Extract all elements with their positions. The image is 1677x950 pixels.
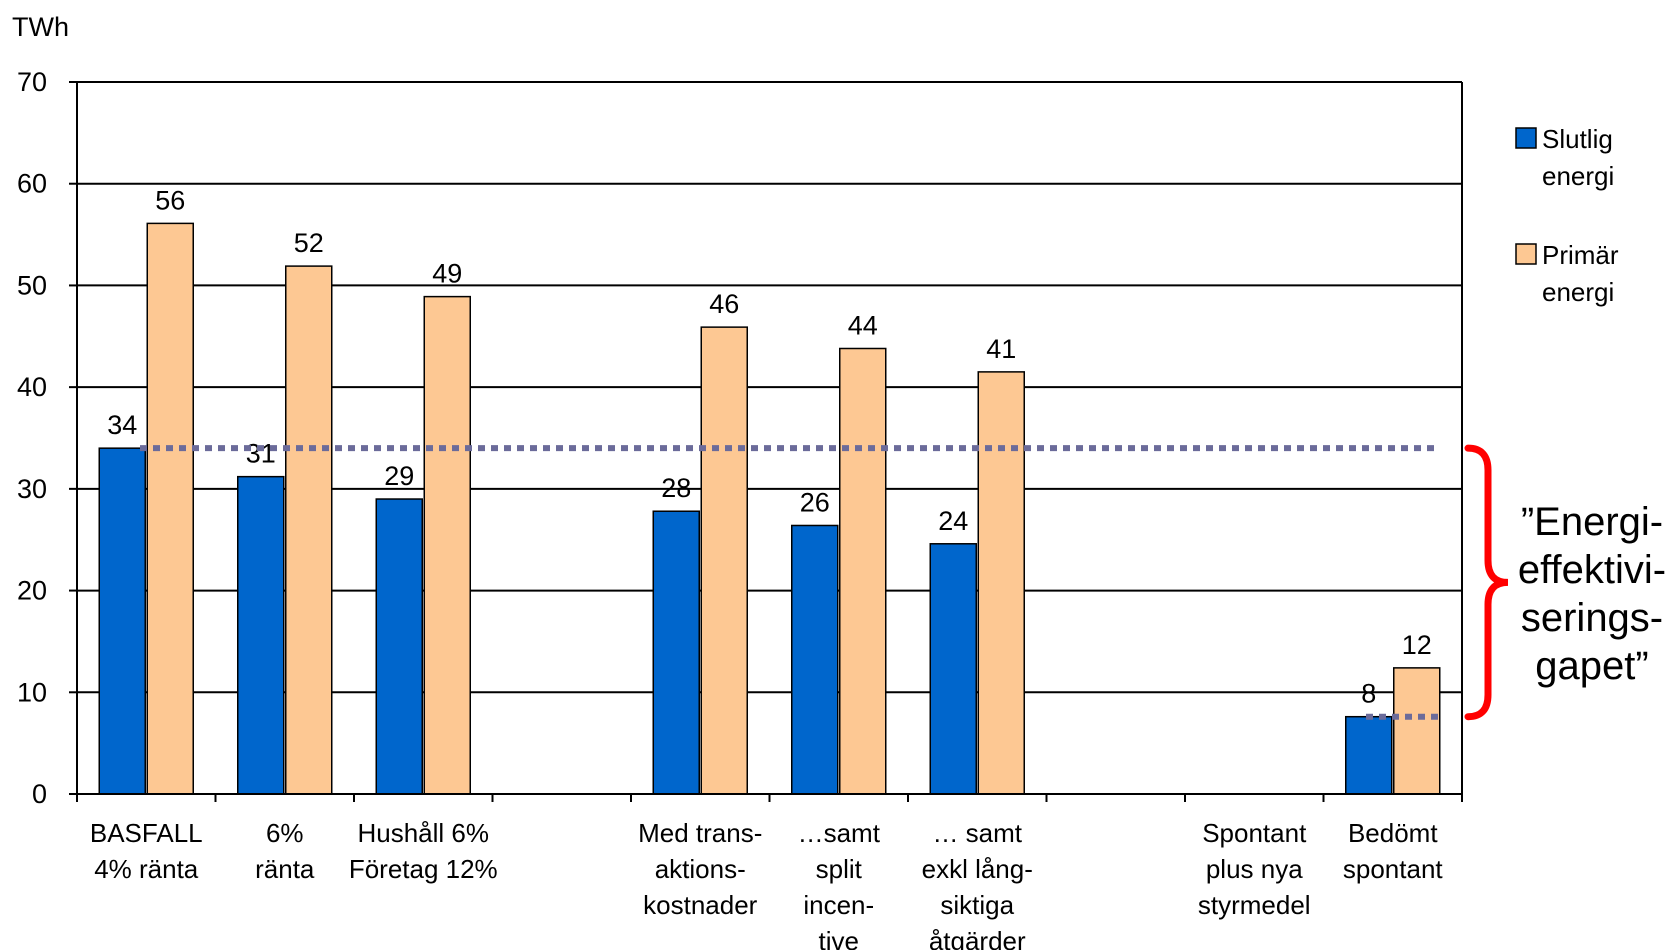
bar-0-5 — [791, 524, 839, 795]
gap-label-line: effektivi- — [1518, 548, 1666, 592]
legend-label: Primär — [1542, 240, 1619, 270]
bar-1-2 — [423, 295, 471, 795]
y-tick-label: 10 — [17, 677, 47, 707]
y-tick-label: 40 — [17, 372, 47, 402]
data-label: 26 — [800, 487, 830, 517]
y-axis-tick-labels: 0 10 20 30 40 50 60 70 — [17, 67, 47, 809]
legend: Slutlig energi Primär energi — [1515, 124, 1619, 307]
x-category-label: ränta — [255, 854, 315, 884]
legend-swatch — [1515, 127, 1537, 149]
legend-label: energi — [1542, 161, 1614, 191]
data-label: 12 — [1402, 630, 1432, 660]
data-label: 52 — [294, 228, 324, 258]
gap-label-line: serings- — [1521, 596, 1663, 640]
data-label: 44 — [848, 310, 878, 340]
y-tick-label: 20 — [17, 576, 47, 606]
axes — [69, 81, 1463, 802]
x-category-label: siktiga — [940, 890, 1014, 920]
bar-0-0 — [98, 447, 146, 795]
x-category-label: Med trans- — [638, 818, 762, 848]
data-label: 49 — [432, 259, 462, 289]
x-category-label: Bedömt — [1348, 818, 1438, 848]
legend-label: Slutlig — [1542, 124, 1613, 154]
data-label: 8 — [1361, 679, 1376, 709]
x-category-label: spontant — [1343, 854, 1444, 884]
data-label: 31 — [246, 439, 276, 469]
y-axis-unit-label: TWh — [12, 12, 69, 42]
bar-0-1 — [237, 475, 285, 795]
reference-lines — [140, 445, 1440, 720]
bar-1-9 — [1393, 667, 1441, 795]
bar-1-6 — [977, 371, 1025, 795]
data-label: 24 — [938, 506, 968, 536]
data-label: 28 — [661, 473, 691, 503]
x-category-label: …samt — [798, 818, 881, 848]
x-category-label: exkl lång- — [922, 854, 1033, 884]
data-label: 41 — [986, 334, 1016, 364]
x-category-label: kostnader — [643, 890, 758, 920]
x-category-label: … samt — [932, 818, 1022, 848]
x-category-label: incen- — [803, 890, 874, 920]
x-category-label: tive — [819, 926, 859, 950]
x-category-label: 6% — [266, 818, 304, 848]
data-label: 34 — [107, 410, 137, 440]
gap-label-line: gapet” — [1535, 644, 1648, 688]
bars — [98, 222, 1441, 795]
data-label: 46 — [709, 289, 739, 319]
data-labels: 34 31 29 28 26 24 8 56 52 49 46 44 41 12 — [107, 185, 1432, 708]
bar-0-9 — [1345, 715, 1393, 795]
x-category-label: BASFALL — [90, 818, 203, 848]
bar-1-5 — [839, 347, 887, 795]
bar-0-6 — [929, 543, 977, 795]
data-label: 56 — [155, 185, 185, 215]
gap-label-line: ”Energi- — [1521, 500, 1663, 544]
legend-label: energi — [1542, 277, 1614, 307]
bar-1-0 — [146, 222, 194, 795]
x-category-label: Spontant — [1202, 818, 1307, 848]
x-category-label: Hushåll 6% — [357, 818, 489, 848]
x-category-label: split — [816, 854, 863, 884]
x-category-label: 4% ränta — [94, 854, 199, 884]
y-tick-label: 0 — [32, 779, 47, 809]
bar-0-4 — [652, 510, 700, 795]
y-tick-label: 70 — [17, 67, 47, 97]
bar-0-2 — [375, 498, 423, 795]
x-category-label: styrmedel — [1198, 890, 1311, 920]
x-category-label: åtgärder — [929, 926, 1026, 950]
gap-annotation: ”Energi-effektivi-serings-gapet” — [1464, 444, 1666, 721]
x-category-label: aktions- — [655, 854, 746, 884]
legend-swatch — [1515, 243, 1537, 265]
x-category-label: plus nya — [1206, 854, 1303, 884]
gridlines — [77, 81, 1463, 794]
data-label: 29 — [384, 461, 414, 491]
x-axis-category-labels: BASFALL 4% ränta 6% ränta Hushåll 6% Företag … — [90, 818, 1444, 950]
y-tick-label: 60 — [17, 169, 47, 199]
bar-1-1 — [285, 265, 333, 795]
x-category-label: Företag 12% — [349, 854, 498, 884]
y-tick-label: 30 — [17, 474, 47, 504]
y-tick-label: 50 — [17, 270, 47, 300]
gap-brace — [1464, 444, 1509, 721]
bar-1-4 — [700, 326, 748, 795]
